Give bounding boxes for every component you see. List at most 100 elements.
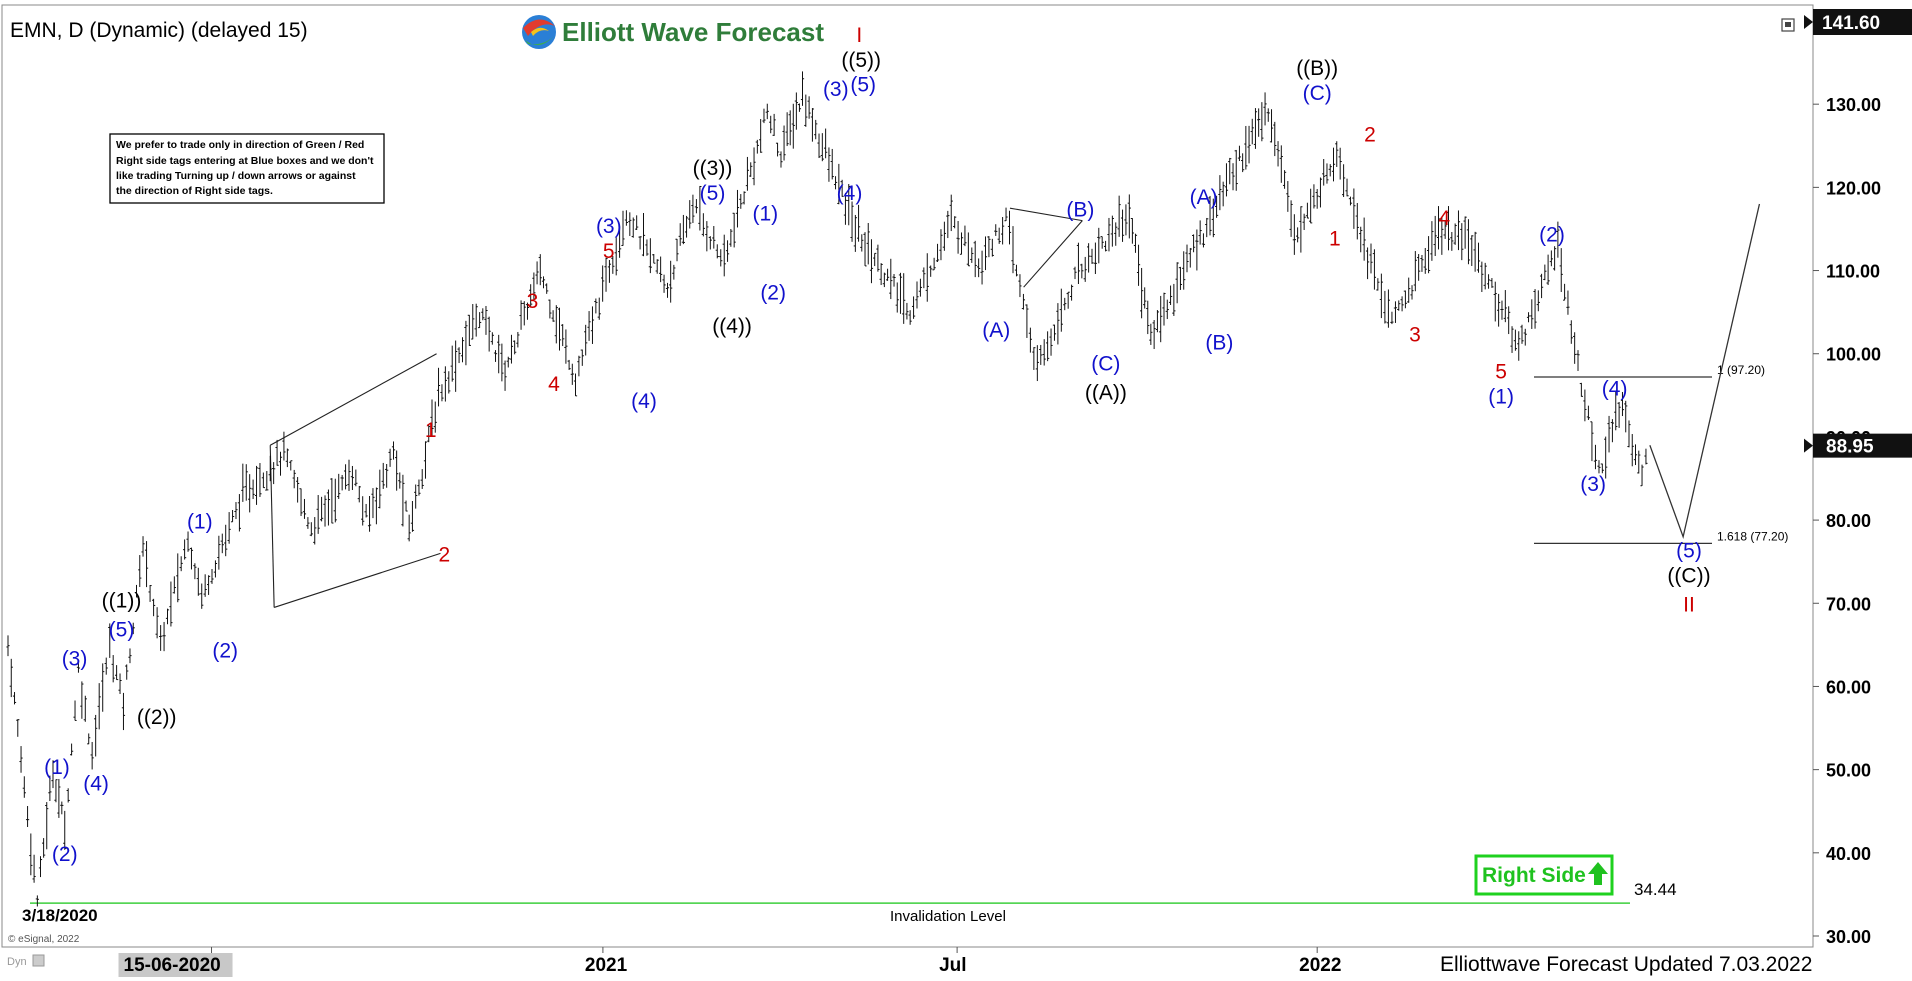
wave-label: (A) bbox=[982, 319, 1010, 342]
wave-label: (1) bbox=[1488, 386, 1514, 409]
last-price-pointer bbox=[1804, 438, 1813, 453]
channel-lines-layer bbox=[269, 207, 1083, 608]
brand-name: Elliott Wave Forecast bbox=[562, 17, 824, 47]
channel-line bbox=[273, 552, 441, 608]
wave-label: (1) bbox=[187, 510, 213, 533]
fib-levels-layer: 1 (97.20) 1.618 (77.20) bbox=[1534, 363, 1788, 545]
fib-level-label: 1.618 (77.20) bbox=[1717, 529, 1788, 543]
projection-path bbox=[1649, 203, 1761, 540]
y-tick-label: 70.00 bbox=[1826, 594, 1871, 614]
wave-label: 1 bbox=[425, 419, 437, 442]
x-tick-label: 15-06-2020 bbox=[124, 955, 221, 976]
symbol-title: EMN, D (Dynamic) (delayed 15) bbox=[10, 19, 308, 42]
up-arrow-icon bbox=[1588, 862, 1608, 885]
channel-line bbox=[269, 445, 275, 608]
invalidation-label: Invalidation Level bbox=[890, 908, 1006, 925]
trading-note-box: We prefer to trade only in direction of … bbox=[109, 133, 385, 204]
wave-label: I bbox=[856, 24, 862, 47]
wave-label: 2 bbox=[1364, 124, 1376, 147]
x-tick-label: 2022 bbox=[1299, 955, 1341, 976]
wave-label: 4 bbox=[1439, 207, 1451, 230]
right-side-border bbox=[1474, 854, 1614, 896]
note-box-border bbox=[109, 133, 385, 204]
wave-label: (C) bbox=[1303, 82, 1332, 105]
note-line-4: the direction of Right side tags. bbox=[116, 185, 273, 197]
wave-label: ((1)) bbox=[102, 589, 142, 612]
wave-label: (4) bbox=[1602, 377, 1628, 400]
updated-label: Elliottwave Forecast Updated 7.03.2022 bbox=[1440, 953, 1812, 976]
wave-label: 3 bbox=[527, 290, 539, 313]
wave-label: (4) bbox=[631, 390, 657, 413]
logo-swoosh-red bbox=[523, 19, 555, 36]
corner-label: Dyn bbox=[7, 956, 27, 968]
wave-label: (B) bbox=[1205, 332, 1233, 355]
x-tick-highlight bbox=[118, 953, 233, 977]
right-side-label: Right Side bbox=[1482, 864, 1586, 887]
wave-label: ((A)) bbox=[1085, 381, 1127, 404]
fib-level-label: 1 (97.20) bbox=[1717, 363, 1765, 377]
note-line-3: like trading Turning up / down arrows or… bbox=[116, 170, 356, 182]
restore-icon-inner bbox=[1785, 22, 1791, 27]
wave-label: (C) bbox=[1091, 352, 1120, 375]
invalidation-layer: Invalidation Level 34.44 bbox=[30, 880, 1677, 925]
wave-label: ((4)) bbox=[712, 315, 752, 338]
wave-label: 5 bbox=[1495, 361, 1507, 384]
wave-label: (5) bbox=[850, 74, 876, 97]
x-axis: 15-06-2020 2021 Jul 2022 bbox=[118, 947, 1341, 977]
projection-layer bbox=[1649, 203, 1761, 540]
wave-label: (4) bbox=[83, 772, 109, 795]
y-tick-label: 40.00 bbox=[1826, 844, 1871, 864]
wave-label: (1) bbox=[44, 756, 70, 779]
start-date-label: 3/18/2020 bbox=[22, 906, 98, 925]
last-price-value: 88.95 bbox=[1826, 437, 1874, 458]
wave-label: (A) bbox=[1190, 186, 1218, 209]
wave-label: ((C)) bbox=[1667, 564, 1710, 587]
last-price-bg bbox=[1813, 433, 1912, 458]
x-tick-label: 2021 bbox=[585, 955, 628, 976]
wave-label: (5) bbox=[700, 182, 726, 205]
x-tick-label: Jul bbox=[939, 955, 966, 976]
logo-swoosh-green bbox=[525, 36, 554, 46]
wave-label: (2) bbox=[1539, 223, 1565, 246]
wave-label: (3) bbox=[1580, 473, 1606, 496]
wave-label: (B) bbox=[1066, 198, 1094, 221]
corner-icon bbox=[32, 954, 45, 967]
wave-label: (2) bbox=[760, 282, 786, 305]
wave-labels-layer: (1)(2)(3)(4)(5)((1))((2))(1)(2)12345(3)(… bbox=[44, 24, 1710, 866]
y-tick-label: 50.00 bbox=[1826, 761, 1871, 781]
wave-label: 2 bbox=[439, 544, 451, 567]
y-tick-label: 80.00 bbox=[1826, 511, 1871, 531]
wave-label: (3) bbox=[596, 215, 622, 238]
copyright-label: © eSignal, 2022 bbox=[8, 934, 80, 945]
wave-label: 3 bbox=[1409, 323, 1421, 346]
wave-label: II bbox=[1683, 594, 1695, 617]
y-tick-label: 120.00 bbox=[1826, 178, 1881, 198]
invalidation-value: 34.44 bbox=[1634, 880, 1677, 899]
logo-swoosh-yellow bbox=[531, 27, 549, 36]
wave-label: 1 bbox=[1329, 228, 1341, 251]
top-price-value: 141.60 bbox=[1822, 13, 1880, 34]
wave-label: (2) bbox=[212, 639, 238, 662]
window-restore-button[interactable] bbox=[1781, 18, 1795, 32]
wave-label: (3) bbox=[62, 648, 88, 671]
top-price-pointer bbox=[1804, 15, 1813, 29]
y-tick-label: 130.00 bbox=[1826, 95, 1881, 115]
y-tick-label: 30.00 bbox=[1826, 927, 1871, 947]
wave-label: (5) bbox=[109, 619, 135, 642]
wave-label: ((2)) bbox=[137, 706, 177, 729]
brand-logo: Elliott Wave Forecast bbox=[522, 15, 824, 49]
wave-label: (2) bbox=[52, 843, 78, 866]
last-price-tag: 88.95 bbox=[1804, 433, 1912, 458]
channel-line bbox=[1023, 220, 1083, 288]
wave-label: (5) bbox=[1676, 540, 1702, 563]
wave-label: ((3)) bbox=[693, 157, 733, 180]
channel-line bbox=[269, 353, 437, 446]
price-bars-layer bbox=[6, 71, 1648, 907]
wave-label: 5 bbox=[603, 240, 615, 263]
wave-label: (4) bbox=[837, 182, 863, 205]
top-price-bg bbox=[1813, 9, 1912, 35]
wave-label: 4 bbox=[548, 373, 560, 396]
note-line-2: Right side tags entering at Blue boxes a… bbox=[116, 155, 374, 167]
wave-label: (1) bbox=[752, 203, 778, 226]
